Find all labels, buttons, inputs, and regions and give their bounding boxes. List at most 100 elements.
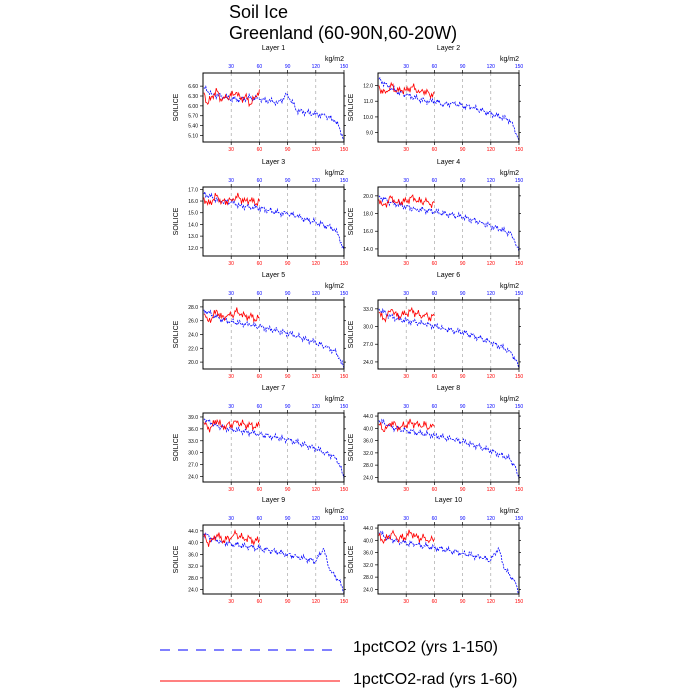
y-tick-label: 15.0: [188, 211, 198, 217]
panel-title: Layer 7: [262, 385, 285, 392]
panels-group: Layer 1 kg/m2 SOILICE 30 60 90 120 150 30 60 90 120…: [173, 45, 523, 605]
x-tick-label-bottom: 60: [257, 374, 263, 380]
panel-layer-10: Layer 10 kg/m2 SOILICE 30 60 90 120 150 30 60 90 12…: [348, 497, 523, 605]
x-tick-label-bottom: 150: [515, 374, 524, 380]
panel-units-label: kg/m2: [325, 170, 344, 177]
panel-units-label: kg/m2: [325, 508, 344, 515]
y-tick-label: 24.0: [363, 360, 373, 366]
panel-units-label: kg/m2: [500, 283, 519, 290]
series-line-1pctco2: [378, 76, 520, 141]
panel-title: Layer 1: [262, 45, 285, 52]
x-tick-label-bottom: 60: [432, 374, 438, 380]
y-tick-label: 40.0: [363, 538, 373, 544]
series-line-1pctco2-rad: [203, 529, 260, 547]
series-line-1pctco2: [203, 418, 345, 480]
x-tick-label-bottom: 60: [432, 487, 438, 493]
y-tick-label: 36.0: [188, 552, 198, 558]
y-tick-label: 12.0: [363, 84, 373, 90]
x-tick-label-top: 150: [515, 64, 524, 70]
panel-units-label: kg/m2: [500, 56, 519, 63]
y-tick-label: 22.0: [188, 346, 198, 352]
y-tick-label: 9.0: [366, 131, 373, 137]
y-tick-label: 6.30: [188, 94, 198, 100]
x-tick-label-bottom: 90: [460, 487, 466, 493]
x-tick-label-bottom: 150: [340, 487, 349, 493]
y-tick-label: 27.0: [188, 463, 198, 469]
x-tick-label-bottom: 120: [487, 147, 496, 153]
series-line-1pctco2: [378, 418, 520, 480]
y-tick-label: 14.0: [188, 222, 198, 228]
x-tick-label-bottom: 60: [432, 599, 438, 605]
plot-frame: [377, 186, 520, 257]
x-tick-label-bottom: 60: [257, 487, 263, 493]
x-tick-label-bottom: 60: [257, 599, 263, 605]
panel-layer-3: Layer 3 kg/m2 SOILICE 30 60 90 120 150 30 60 90 120…: [173, 159, 348, 267]
y-tick-label: 36.0: [188, 427, 198, 433]
y-tick-label: 36.0: [363, 439, 373, 445]
y-tick-label: 36.0: [363, 551, 373, 557]
series-line-1pctco2: [203, 532, 345, 593]
panel-title: Layer 2: [437, 45, 460, 52]
legend-label-1pctco2-rad: 1pctCO2-rad (yrs 1-60): [353, 671, 518, 688]
panel-title: Layer 6: [437, 272, 460, 279]
x-tick-label-top: 120: [312, 404, 321, 410]
y-tick-label: 24.0: [188, 474, 198, 480]
x-tick-label-top: 90: [460, 178, 466, 184]
x-tick-label-top: 30: [228, 64, 234, 70]
y-tick-label: 11.0: [364, 99, 374, 105]
y-axis-label: SOILICE: [173, 545, 180, 573]
y-tick-label: 17.0: [188, 187, 198, 193]
y-tick-label: 6.00: [188, 104, 198, 110]
plot-frame: [377, 412, 520, 483]
x-tick-label-top: 90: [460, 404, 466, 410]
x-tick-label-bottom: 30: [228, 147, 234, 153]
x-tick-label-bottom: 120: [312, 147, 321, 153]
x-tick-label-bottom: 150: [340, 261, 349, 267]
legend-label-1pctco2: 1pctCO2 (yrs 1-150): [353, 639, 498, 656]
plot-frame: [377, 299, 520, 370]
y-tick-label: 28.0: [188, 305, 198, 311]
x-tick-label-top: 120: [312, 291, 321, 297]
plot-frame: [202, 299, 345, 370]
series-line-1pctco2-rad: [203, 307, 260, 324]
y-tick-label: 28.0: [363, 463, 373, 469]
panel-units-label: kg/m2: [325, 56, 344, 63]
x-tick-label-top: 120: [487, 178, 496, 184]
y-tick-label: 12.0: [188, 246, 198, 252]
x-tick-label-top: 150: [515, 291, 524, 297]
plot-frame: [202, 412, 345, 483]
x-tick-label-bottom: 90: [285, 261, 291, 267]
x-tick-label-top: 150: [515, 404, 524, 410]
series-line-1pctco2: [203, 309, 345, 369]
x-tick-label-bottom: 120: [487, 599, 496, 605]
y-axis-label: SOILICE: [173, 433, 180, 461]
x-tick-label-top: 150: [340, 178, 349, 184]
y-axis-label: SOILICE: [348, 545, 355, 573]
y-tick-label: 10.0: [363, 115, 373, 121]
x-tick-label-bottom: 60: [432, 261, 438, 267]
y-tick-label: 32.0: [363, 451, 373, 457]
x-tick-label-bottom: 30: [228, 374, 234, 380]
x-tick-label-top: 30: [403, 64, 409, 70]
x-tick-label-top: 150: [340, 64, 349, 70]
x-tick-label-top: 60: [257, 64, 263, 70]
panel-units-label: kg/m2: [500, 170, 519, 177]
x-tick-label-top: 90: [285, 516, 291, 522]
y-tick-label: 40.0: [363, 426, 373, 432]
plot-frame: [202, 524, 345, 595]
panel-title: Layer 5: [262, 272, 285, 279]
y-tick-label: 44.0: [363, 526, 373, 532]
panel-units-label: kg/m2: [500, 396, 519, 403]
x-tick-label-top: 150: [515, 178, 524, 184]
x-tick-label-bottom: 30: [403, 147, 409, 153]
series-line-1pctco2-rad: [378, 81, 435, 100]
x-tick-label-bottom: 120: [312, 374, 321, 380]
x-tick-label-bottom: 90: [460, 147, 466, 153]
x-tick-label-top: 60: [432, 178, 438, 184]
x-tick-label-top: 150: [340, 516, 349, 522]
x-tick-label-bottom: 90: [285, 487, 291, 493]
y-tick-label: 6.60: [188, 84, 198, 90]
x-tick-label-top: 120: [312, 516, 321, 522]
series-line-1pctco2: [203, 190, 345, 252]
y-tick-label: 33.0: [188, 439, 198, 445]
